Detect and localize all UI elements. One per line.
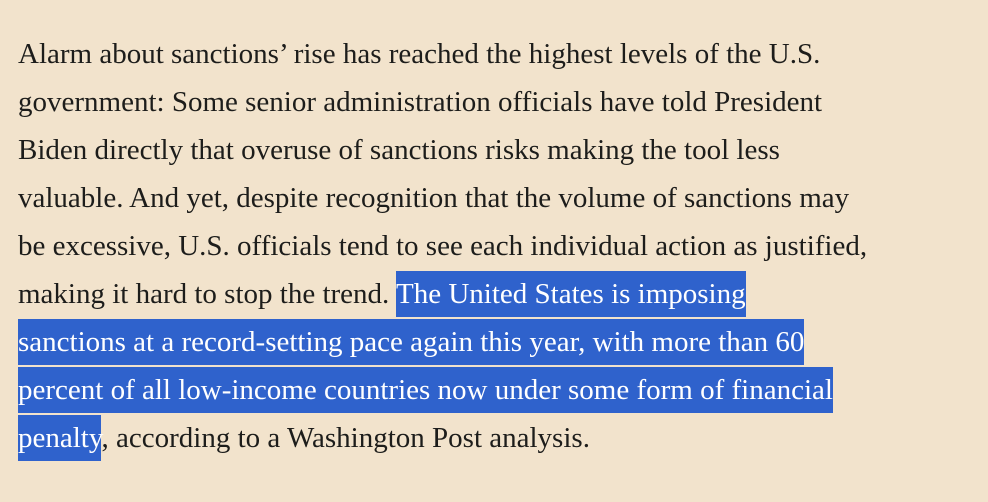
selected-text[interactable]: The United States is imposing: [396, 271, 746, 317]
paragraph-line-4: valuable. And yet, despite recognition t…: [18, 182, 850, 214]
plain-text: , according to a Washington Post analysi…: [101, 422, 590, 454]
paragraph-line-3: Biden directly that overuse of sanctions…: [18, 134, 780, 166]
paragraph-line-6: making it hard to stop the trend. The Un…: [18, 270, 980, 318]
paragraph-line-5: be excessive, U.S. officials tend to see…: [18, 230, 868, 262]
paragraph-line-2: government: Some senior administration o…: [18, 86, 823, 118]
paragraph-line-7: sanctions at a record-setting pace again…: [18, 318, 980, 366]
selected-text[interactable]: percent of all low-income countries now …: [18, 367, 833, 413]
paragraph-line-9: penalty, according to a Washington Post …: [18, 414, 980, 462]
selected-text[interactable]: penalty: [18, 415, 102, 461]
paragraph-line-8: percent of all low-income countries now …: [18, 366, 980, 414]
plain-text: making it hard to stop the trend.: [18, 278, 397, 310]
article-paragraph: Alarm about sanctions’ rise has reached …: [18, 30, 980, 462]
selected-text[interactable]: sanctions at a record-setting pace again…: [18, 319, 805, 365]
paragraph-line-1: Alarm about sanctions’ rise has reached …: [18, 38, 821, 70]
